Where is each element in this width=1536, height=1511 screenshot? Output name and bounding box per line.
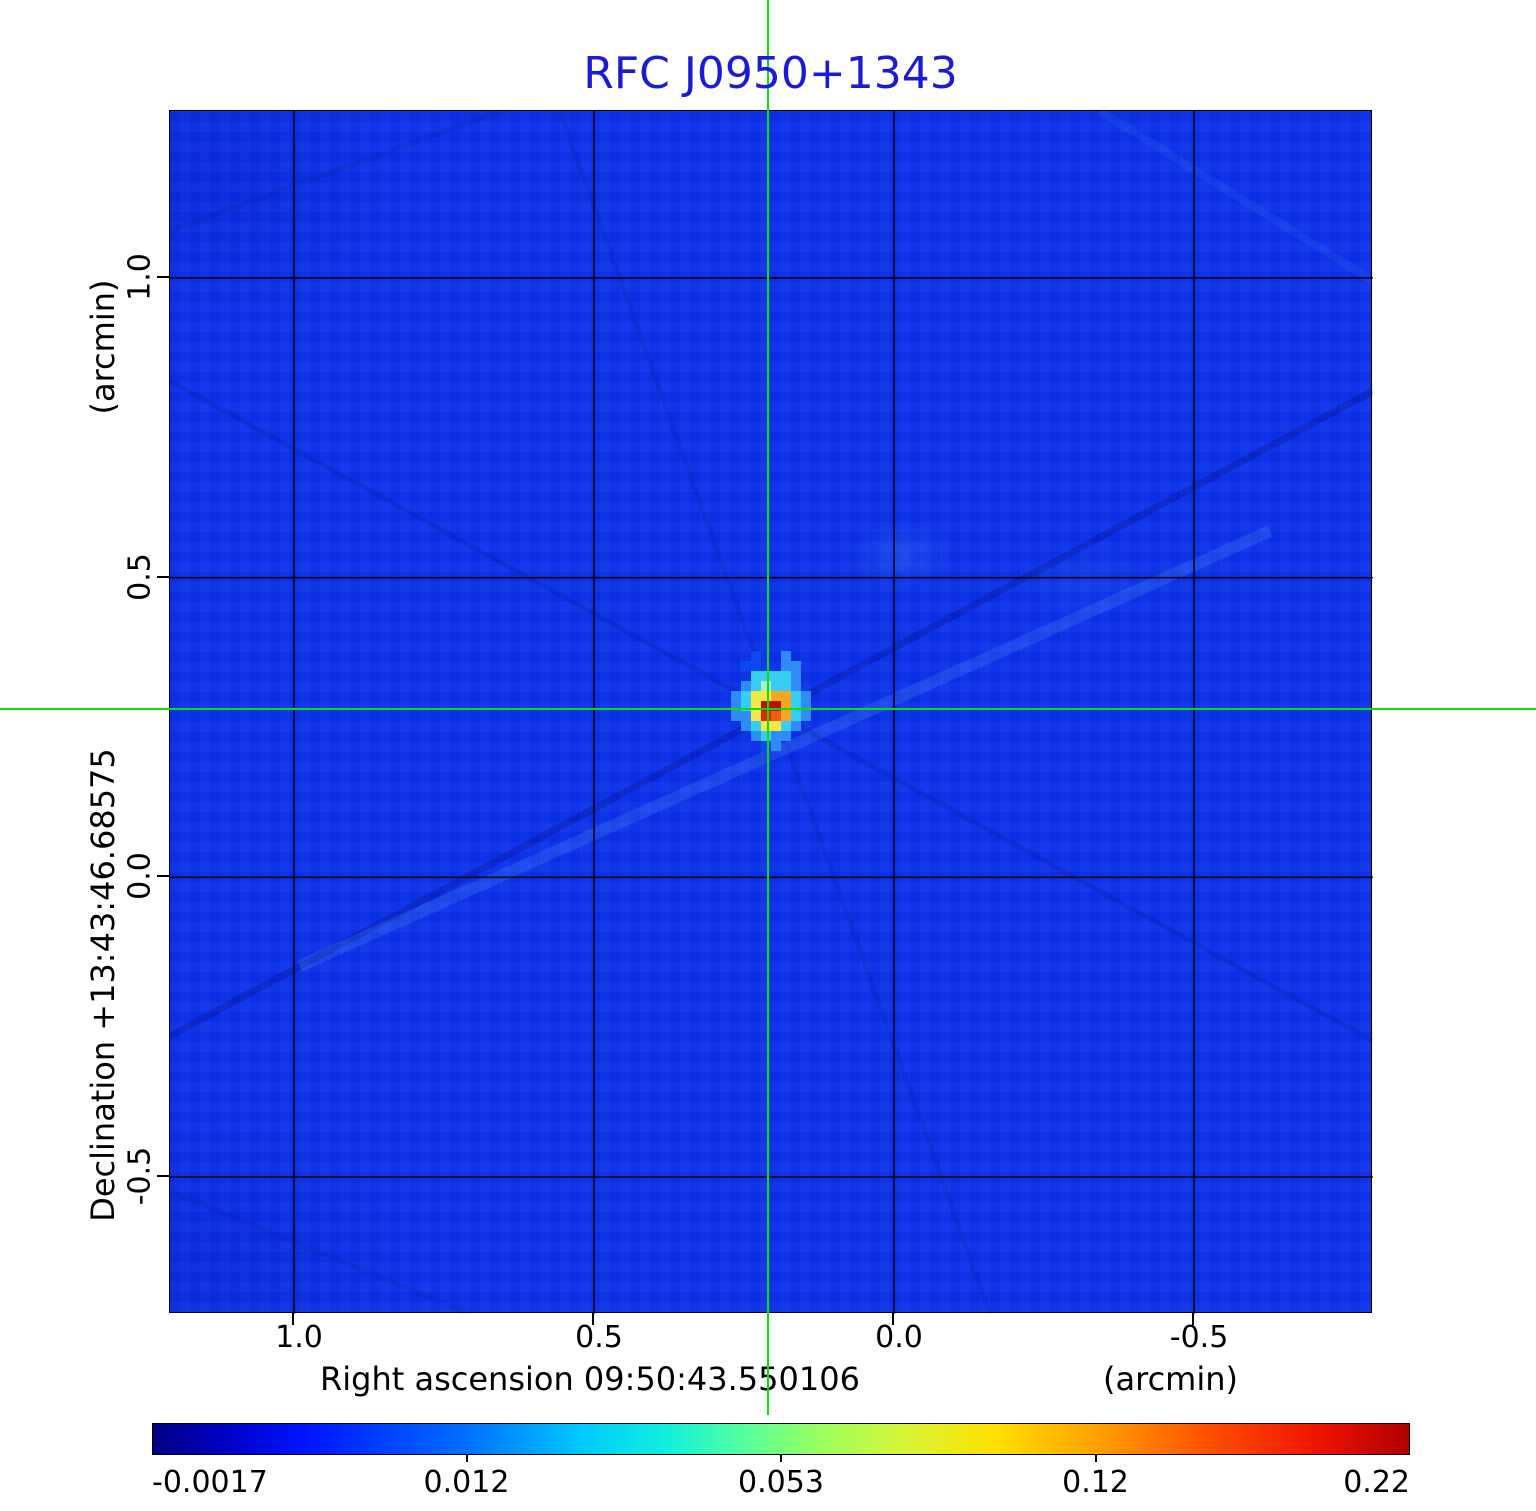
source-pixel — [731, 691, 741, 701]
x-tick-label: 0.0 — [875, 1320, 923, 1355]
source-pixel — [771, 671, 781, 681]
y-tick-label: -0.5 — [122, 1146, 158, 1206]
source-pixel — [731, 711, 741, 721]
source-pixel — [801, 691, 811, 701]
y-axis-unit-label: (arcmin) — [84, 279, 122, 415]
source-pixel — [751, 651, 761, 661]
y-tick-mark — [157, 875, 169, 878]
source-pixel — [771, 691, 781, 701]
y-tick-mark — [157, 275, 169, 278]
x-axis-label: Right ascension 09:50:43.550106 — [320, 1360, 860, 1398]
source-pixel — [771, 681, 781, 691]
source-pixel — [781, 681, 791, 691]
source-pixel — [781, 651, 791, 661]
source-pixel — [741, 701, 751, 711]
source-pixel — [751, 691, 761, 701]
source-pixel — [781, 711, 791, 721]
colorbar-tick-label: 0.053 — [738, 1465, 824, 1500]
source-pixel — [791, 661, 801, 671]
source-pixel — [751, 731, 761, 741]
source-pixel — [751, 681, 761, 691]
source-pixel — [781, 671, 791, 681]
x-tick-label: -0.5 — [1169, 1320, 1229, 1355]
source-pixel — [771, 721, 781, 731]
colorbar-tick-mark — [780, 1455, 782, 1462]
x-tick-mark — [592, 1313, 595, 1325]
source-pixel — [801, 701, 811, 711]
source-pixel — [781, 701, 791, 711]
y-axis-label: Declination +13:43:46.68575 — [84, 748, 122, 1222]
y-tick-label: 1.0 — [122, 253, 158, 301]
source-pixel — [761, 681, 771, 691]
y-tick-label: 0.0 — [122, 852, 158, 901]
source-pixel — [751, 661, 761, 671]
crosshair-vertical-line — [767, 0, 770, 1415]
source-pixel — [741, 711, 751, 721]
x-tick-mark — [892, 1313, 895, 1325]
source-pixel — [771, 711, 781, 721]
source-pixel — [781, 731, 791, 741]
colorbar-tick-label: 0.12 — [1062, 1465, 1129, 1500]
source-pixel — [761, 731, 771, 741]
radio-source-blob — [731, 651, 811, 751]
x-tick-mark — [292, 1313, 295, 1325]
y-tick-mark — [157, 1174, 169, 1177]
colorbar-tick-label: -0.0017 — [152, 1465, 268, 1500]
sky-map-panel — [169, 110, 1373, 1314]
y-tick-label: 0.5 — [122, 552, 158, 601]
source-pixel — [771, 701, 781, 711]
crosshair-horizontal-line — [0, 708, 1536, 711]
source-pixel — [771, 741, 781, 751]
source-pixel — [751, 671, 761, 681]
source-pixel — [751, 701, 761, 711]
source-pixel — [761, 701, 771, 711]
source-pixel — [801, 711, 811, 721]
y-tick-mark — [157, 575, 169, 578]
colorbar-tick-label: 0.012 — [423, 1465, 510, 1500]
source-pixel — [741, 661, 751, 671]
source-pixel — [751, 711, 761, 721]
colorbar-gradient — [152, 1423, 1410, 1455]
source-pixel — [761, 691, 771, 701]
x-axis-unit-label: (arcmin) — [1103, 1360, 1238, 1398]
coordinate-gridlines — [170, 111, 1373, 1314]
plot-title: RFC J0950+1343 — [583, 48, 958, 99]
source-pixel — [731, 701, 741, 711]
colorbar-tick-mark — [1094, 1455, 1097, 1462]
source-pixel — [761, 711, 771, 721]
colorbar-tick-label: 0.22 — [1343, 1465, 1410, 1500]
source-pixel — [791, 671, 801, 681]
x-tick-mark — [1192, 1313, 1195, 1325]
source-pixel — [791, 721, 801, 731]
source-pixel — [781, 691, 791, 701]
source-pixel — [771, 731, 781, 741]
source-pixel — [761, 721, 771, 731]
x-tick-label: 1.0 — [275, 1320, 323, 1355]
source-pixel — [791, 711, 801, 721]
source-pixel — [761, 741, 771, 751]
x-tick-label: 0.5 — [575, 1320, 623, 1355]
source-pixel — [781, 721, 791, 731]
source-pixel — [741, 691, 751, 701]
source-pixel — [751, 721, 761, 731]
colorbar-tick-mark — [465, 1455, 468, 1462]
source-pixel — [741, 721, 751, 731]
source-pixel — [761, 671, 771, 681]
source-pixel — [791, 691, 801, 701]
source-pixel — [791, 701, 801, 711]
source-pixel — [791, 681, 801, 691]
source-pixel — [741, 681, 751, 691]
source-pixel — [781, 661, 791, 671]
